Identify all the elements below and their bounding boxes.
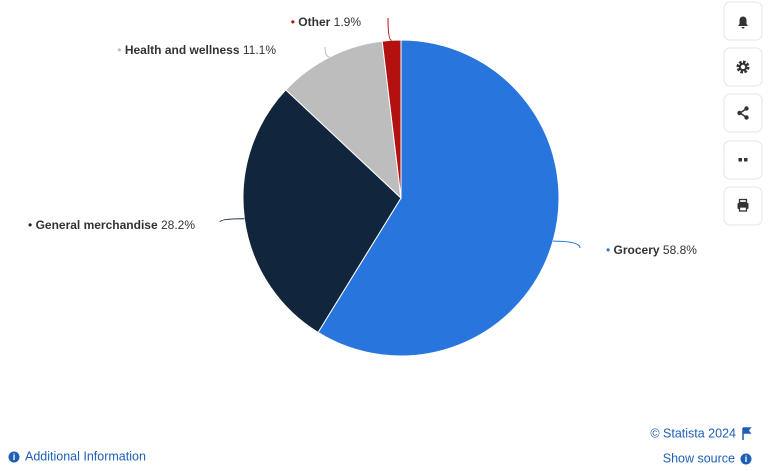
info-icon	[8, 451, 20, 463]
leader-line	[552, 240, 581, 249]
data-label: • Grocery 58.8%	[606, 243, 697, 257]
pie-slice	[242, 89, 402, 334]
data-label: • Health and wellness 11.1%	[117, 43, 276, 57]
additional-info-link[interactable]: Additional Information	[25, 449, 146, 463]
pie-slice	[317, 39, 560, 357]
label-bullet: •	[606, 243, 614, 257]
leader-line	[324, 46, 330, 58]
pie-slice	[285, 40, 402, 200]
value-label: 58.8%	[663, 243, 697, 257]
value-label: 28.2%	[161, 218, 195, 232]
label-bullet: •	[291, 15, 299, 29]
footer: © Statista 2024 i Additional Information…	[8, 426, 752, 465]
category-label: Health and wellness	[125, 43, 240, 57]
copyright[interactable]: © Statista 2024	[650, 426, 736, 440]
source-icon	[740, 453, 752, 465]
source-glyph: i	[745, 454, 748, 464]
value-label: 11.1%	[243, 43, 276, 57]
info-glyph: i	[13, 452, 16, 462]
category-label: General merchandise	[36, 218, 158, 232]
show-source-link[interactable]: Show source	[663, 451, 735, 465]
data-label: • General merchandise 28.2%	[28, 218, 195, 232]
leader-line	[387, 17, 392, 41]
leader-line	[219, 218, 245, 223]
notification-button[interactable]	[723, 1, 763, 41]
value-label: 1.9%	[334, 15, 362, 29]
share-button[interactable]	[723, 93, 763, 133]
category-label: Other	[298, 15, 330, 29]
category-label: Grocery	[614, 243, 660, 257]
flag-icon	[742, 427, 752, 440]
pie-slice	[381, 39, 402, 199]
settings-button[interactable]	[723, 47, 763, 87]
label-bullet: •	[28, 218, 36, 232]
pie: • Grocery 58.8%• General merchandise 28.…	[28, 15, 697, 357]
cite-button[interactable]	[723, 140, 763, 180]
label-bullet: •	[117, 43, 125, 57]
toolbar	[723, 1, 763, 226]
data-label: • Other 1.9%	[291, 15, 362, 29]
print-button[interactable]	[723, 186, 763, 226]
